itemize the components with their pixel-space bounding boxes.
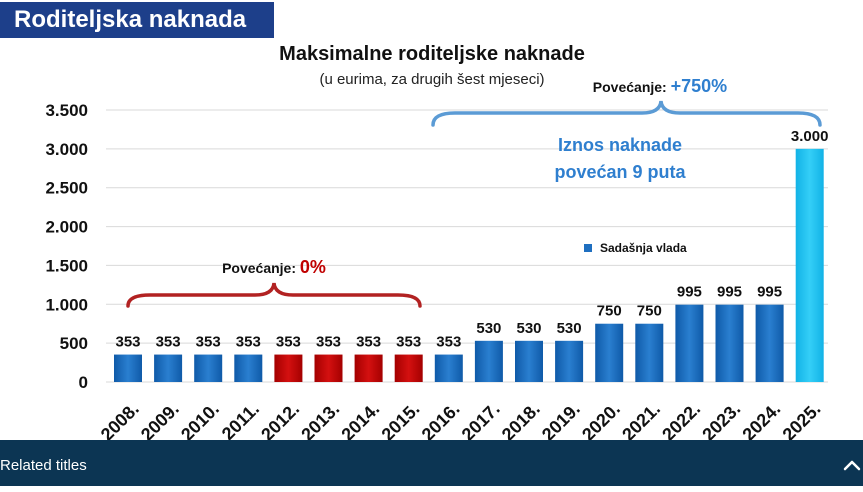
page-title: Roditeljska naknada xyxy=(14,6,247,33)
chevron-up-icon[interactable] xyxy=(841,456,863,476)
y-tick-label: 3.500 xyxy=(45,101,88,120)
x-tick-label: 2022. xyxy=(658,399,704,445)
right-increase-value: +750% xyxy=(671,76,728,96)
x-tick-label: 2021. xyxy=(618,399,664,445)
x-tick-label: 2014. xyxy=(337,399,383,445)
left-increase-value: 0% xyxy=(300,257,326,277)
chart-title: Maksimalne roditeljske naknade xyxy=(279,43,585,65)
left-brace xyxy=(126,282,422,308)
data-label: 353 xyxy=(316,334,341,351)
bar-2009 xyxy=(154,354,183,382)
bar-2023 xyxy=(715,304,744,382)
x-tick-label: 2009. xyxy=(137,399,183,445)
y-tick-label: 1.000 xyxy=(45,295,88,314)
legend-marker xyxy=(584,244,592,252)
page-title-badge: Roditeljska naknada xyxy=(0,2,274,38)
bars xyxy=(114,148,824,382)
x-tick-label: 2013. xyxy=(297,399,343,445)
x-tick-label: 2018. xyxy=(498,399,544,445)
x-tick-label: 2010. xyxy=(177,399,223,445)
note-line-1: Iznos naknade xyxy=(558,135,682,155)
data-label: 353 xyxy=(436,334,461,351)
bar-2012 xyxy=(274,354,303,382)
left-increase-label: Povećanje: xyxy=(222,260,300,276)
y-tick-label: 1.500 xyxy=(45,256,88,275)
y-tick-label: 2.000 xyxy=(45,218,88,237)
x-tick-label: 2019. xyxy=(538,399,584,445)
bar-2015 xyxy=(394,354,423,382)
y-tick-label: 3.000 xyxy=(45,140,88,159)
data-label: 530 xyxy=(516,320,541,337)
bar-2025 xyxy=(795,148,824,382)
x-tick-label: 2020. xyxy=(578,399,624,445)
data-label: 353 xyxy=(156,334,181,351)
data-label: 530 xyxy=(557,320,582,337)
right-increase-label: Povećanje: xyxy=(593,79,671,95)
x-tick-label: 2017. xyxy=(458,399,504,445)
x-axis-ticks: 2008.2009.2010.2011.2012.2013.2014.2015.… xyxy=(97,399,825,445)
bar-2011 xyxy=(234,354,263,382)
bar-2024 xyxy=(755,304,784,382)
bar-2018 xyxy=(515,340,543,382)
data-label: 353 xyxy=(276,334,301,351)
bar-2014 xyxy=(354,354,383,382)
x-tick-label: 2012. xyxy=(257,399,303,445)
right-increase-annotation: Povećanje: +750% xyxy=(593,76,727,96)
data-label: 353 xyxy=(356,334,381,351)
grid-lines xyxy=(106,109,828,383)
data-label: 995 xyxy=(677,284,702,301)
chart-subtitle: (u eurima, za drugih šest mjeseci) xyxy=(319,71,544,88)
x-tick-label: 2016. xyxy=(418,399,464,445)
data-label: 530 xyxy=(476,320,501,337)
bar-2010 xyxy=(194,354,223,382)
data-label: 353 xyxy=(396,334,421,351)
x-tick-label: 2015. xyxy=(378,399,424,445)
bar-2019 xyxy=(555,340,584,382)
right-brace xyxy=(431,100,822,127)
bar-2016 xyxy=(434,354,463,382)
x-tick-label: 2008. xyxy=(97,399,143,445)
data-label: 353 xyxy=(115,334,140,351)
data-label: 3.000 xyxy=(791,128,829,145)
data-label: 750 xyxy=(637,303,662,320)
x-tick-label: 2024. xyxy=(738,399,784,445)
left-increase-annotation: Povećanje: 0% xyxy=(222,257,326,277)
y-axis-ticks: 0 500 1.000 1.500 2.000 2.500 3.000 3.500 xyxy=(45,101,88,392)
y-tick-label: 2.500 xyxy=(45,179,88,198)
bar-2022 xyxy=(675,304,704,382)
note-line-2: povećan 9 puta xyxy=(554,162,686,182)
related-titles-label: Related titles xyxy=(0,457,87,474)
legend-label: Sadašnja vlada xyxy=(600,241,687,255)
x-tick-label: 2023. xyxy=(698,399,744,445)
data-labels: 353 353 353 353 353 353 353 353 353 530 530 530 750 7… xyxy=(115,128,828,351)
bar-2008 xyxy=(114,354,142,382)
y-tick-label: 0 xyxy=(79,373,88,392)
bar-2021 xyxy=(635,323,664,382)
bar-2013 xyxy=(314,354,343,382)
data-label: 353 xyxy=(236,334,261,351)
x-tick-label: 2025. xyxy=(779,399,825,445)
y-tick-label: 500 xyxy=(60,334,88,353)
data-label: 750 xyxy=(597,303,622,320)
bar-2020 xyxy=(595,323,624,382)
x-tick-label: 2011. xyxy=(218,399,263,444)
related-titles-bar[interactable]: Related titles xyxy=(0,440,863,486)
bar-2017 xyxy=(474,340,503,382)
data-label: 995 xyxy=(717,284,742,301)
data-label: 353 xyxy=(196,334,221,351)
data-label: 995 xyxy=(757,284,782,301)
